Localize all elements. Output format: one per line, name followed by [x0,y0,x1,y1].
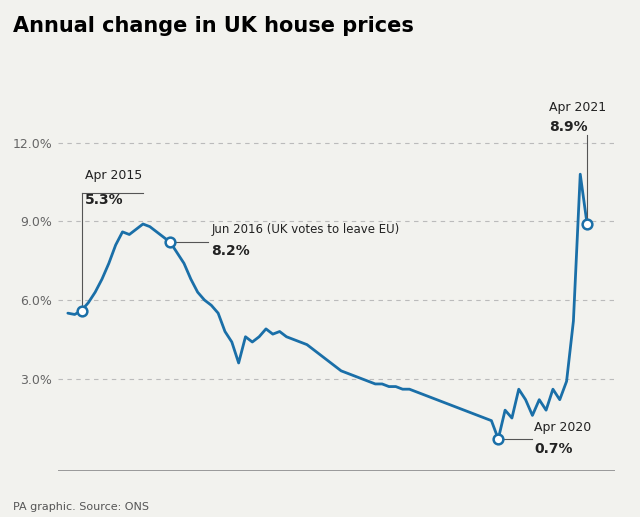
Text: Apr 2021: Apr 2021 [550,101,607,114]
Text: 5.3%: 5.3% [85,193,124,207]
Text: PA graphic. Source: ONS: PA graphic. Source: ONS [13,502,149,512]
Text: 0.7%: 0.7% [534,442,573,456]
Text: Apr 2015: Apr 2015 [85,169,142,182]
Text: 8.2%: 8.2% [211,244,250,258]
Text: Apr 2020: Apr 2020 [534,421,592,434]
Text: 8.9%: 8.9% [550,119,588,133]
Text: Jun 2016 (UK votes to leave EU): Jun 2016 (UK votes to leave EU) [211,223,399,236]
Text: Annual change in UK house prices: Annual change in UK house prices [13,16,413,36]
